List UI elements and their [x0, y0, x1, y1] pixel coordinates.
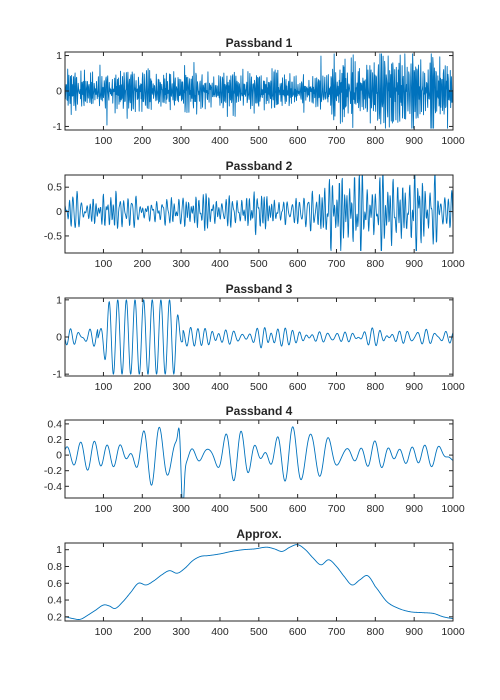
x-tick-label: 100 — [95, 503, 113, 515]
x-tick-label: 900 — [405, 258, 423, 270]
x-tick-label: 900 — [405, 381, 423, 393]
x-tick-label: 800 — [367, 626, 385, 638]
x-tick-label: 1000 — [441, 381, 465, 393]
x-tick-label: 600 — [289, 381, 307, 393]
y-tick-label: 0.4 — [47, 595, 62, 607]
x-tick-label: 200 — [134, 503, 152, 515]
x-tick-label: 800 — [367, 258, 385, 270]
x-tick-label: 700 — [328, 258, 346, 270]
x-tick-label: 1000 — [441, 135, 465, 147]
y-tick-label: 1 — [56, 50, 62, 62]
x-tick-label: 300 — [172, 258, 190, 270]
x-tick-label: 300 — [172, 381, 190, 393]
x-tick-label: 100 — [95, 258, 113, 270]
y-tick-label: -1 — [53, 121, 62, 133]
x-tick-label: 100 — [95, 626, 113, 638]
y-tick-label: 1 — [56, 294, 62, 306]
x-tick-label: 400 — [211, 503, 229, 515]
panel-title: Passband 4 — [226, 404, 293, 418]
panel-title: Passband 2 — [226, 159, 293, 173]
x-tick-label: 500 — [250, 135, 268, 147]
panel-title: Approx. — [236, 527, 281, 541]
x-tick-label: 200 — [134, 135, 152, 147]
axes-box — [64, 419, 454, 499]
y-tick-label: 0.4 — [47, 418, 62, 430]
x-tick-label: 200 — [134, 381, 152, 393]
x-tick-label: 300 — [172, 135, 190, 147]
y-tick-label: -0.2 — [44, 465, 62, 477]
x-tick-label: 500 — [250, 626, 268, 638]
x-tick-label: 600 — [289, 626, 307, 638]
panel-4: 100 200 300 400 500 600 700 800 900 1000 -0.4 -0.2 0… — [44, 404, 465, 515]
x-tick-label: 900 — [405, 626, 423, 638]
x-tick-label: 1000 — [441, 258, 465, 270]
y-tick-label: 0.8 — [47, 561, 62, 573]
x-tick-label: 300 — [172, 626, 190, 638]
x-tick-label: 400 — [211, 381, 229, 393]
y-tick-label: 0 — [56, 332, 62, 344]
x-tick-label: 700 — [328, 381, 346, 393]
series-line — [65, 426, 453, 498]
panel-1: 100 200 300 400 500 600 700 800 900 1000 -1 0 1 Passb… — [53, 36, 465, 147]
y-tick-label: 0.2 — [47, 611, 62, 623]
x-tick-label: 1000 — [441, 626, 465, 638]
x-tick-label: 900 — [405, 135, 423, 147]
x-tick-label: 400 — [211, 258, 229, 270]
x-tick-label: 700 — [328, 135, 346, 147]
x-tick-label: 300 — [172, 503, 190, 515]
x-tick-label: 500 — [250, 258, 268, 270]
y-tick-label: -1 — [53, 369, 62, 381]
y-tick-label: -0.5 — [44, 230, 62, 242]
panel-title: Passband 1 — [226, 36, 293, 50]
x-tick-label: 200 — [134, 258, 152, 270]
series-line — [65, 544, 453, 620]
x-tick-label: 400 — [211, 626, 229, 638]
panel-2: 100 200 300 400 500 600 700 800 900 1000 -0.5 0 0.5 P… — [44, 159, 465, 270]
x-tick-label: 500 — [250, 381, 268, 393]
x-tick-label: 100 — [95, 135, 113, 147]
x-tick-label: 400 — [211, 135, 229, 147]
panel-3: 100 200 300 400 500 600 700 800 900 1000 -1 0 1 Passb… — [53, 282, 465, 393]
x-tick-label: 600 — [289, 503, 307, 515]
x-tick-label: 500 — [250, 503, 268, 515]
y-tick-label: 1 — [56, 544, 62, 556]
x-tick-label: 700 — [328, 503, 346, 515]
x-tick-label: 200 — [134, 626, 152, 638]
series-line — [65, 175, 453, 252]
axes-box — [64, 542, 454, 622]
x-tick-label: 700 — [328, 626, 346, 638]
y-tick-label: 0 — [56, 450, 62, 462]
y-tick-label: 0.5 — [47, 182, 62, 194]
x-tick-label: 800 — [367, 135, 385, 147]
y-tick-label: 0.6 — [47, 578, 62, 590]
y-tick-label: -0.4 — [44, 481, 62, 493]
x-tick-label: 900 — [405, 503, 423, 515]
x-tick-label: 800 — [367, 503, 385, 515]
x-tick-label: 100 — [95, 381, 113, 393]
x-tick-label: 1000 — [441, 503, 465, 515]
x-tick-label: 800 — [367, 381, 385, 393]
series-line — [65, 53, 453, 129]
y-tick-label: 0 — [56, 86, 62, 98]
x-tick-label: 600 — [289, 258, 307, 270]
series-line — [65, 299, 453, 375]
y-tick-label: 0 — [56, 206, 62, 218]
y-tick-label: 0.2 — [47, 434, 62, 446]
panel-5: 100 200 300 400 500 600 700 800 900 1000 0.2 0.4 0.6… — [47, 527, 464, 638]
panel-title: Passband 3 — [226, 282, 293, 296]
x-tick-label: 600 — [289, 135, 307, 147]
